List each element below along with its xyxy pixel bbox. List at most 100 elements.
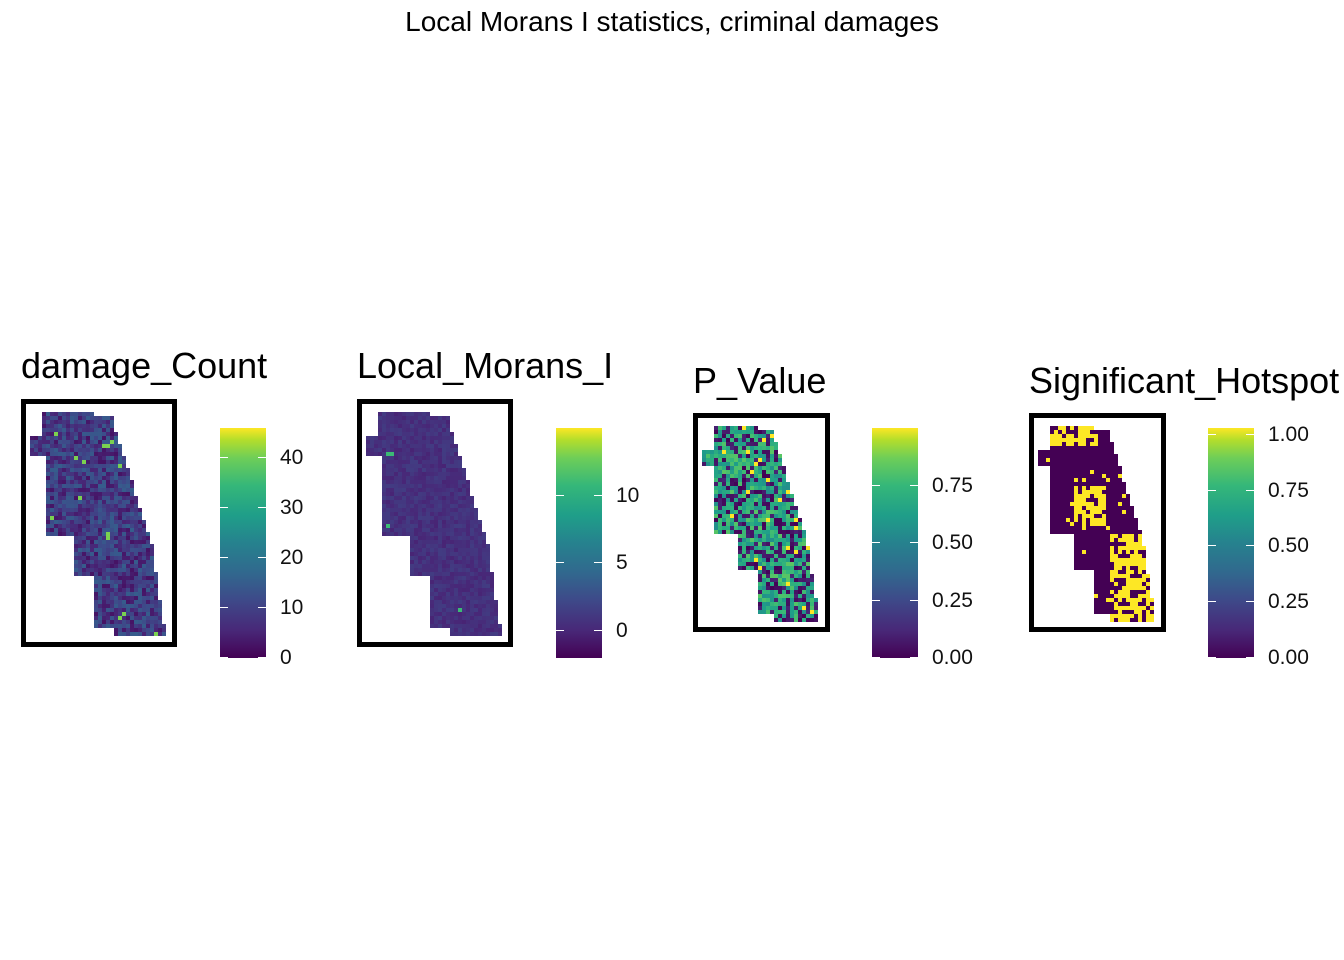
map-cell	[1086, 426, 1090, 430]
map-cell	[426, 428, 430, 432]
map-cell	[474, 516, 478, 520]
map-cell	[794, 618, 798, 622]
map-cell	[1074, 522, 1078, 526]
map-cell	[110, 540, 114, 544]
map-cell	[430, 512, 434, 516]
map-cell	[442, 584, 446, 588]
map-cell	[422, 420, 426, 424]
map-cell	[94, 548, 98, 552]
map-cell	[1118, 590, 1122, 594]
map-cell	[802, 598, 806, 602]
map-cell	[1094, 550, 1098, 554]
map-cell	[442, 436, 446, 440]
map-cell	[790, 522, 794, 526]
map-cell	[738, 498, 742, 502]
map-cell	[1122, 518, 1126, 522]
map-cell	[458, 580, 462, 584]
map-cell	[386, 512, 390, 516]
map-cell	[1138, 570, 1142, 574]
map-cell	[774, 506, 778, 510]
map-cell	[118, 556, 122, 560]
map-cell	[82, 512, 86, 516]
map-cell	[130, 500, 134, 504]
map-cell	[454, 528, 458, 532]
map-cell	[466, 564, 470, 568]
map-cell	[94, 604, 98, 608]
map-cell	[1078, 526, 1082, 530]
map-cell	[1086, 502, 1090, 506]
map-cell	[750, 518, 754, 522]
map-cell	[782, 558, 786, 562]
map-cell	[742, 514, 746, 518]
map-cell	[1118, 594, 1122, 598]
map-cell	[446, 620, 450, 624]
map-cell	[1062, 430, 1066, 434]
map-cell	[1110, 486, 1114, 490]
map-cell	[450, 500, 454, 504]
map-cell	[706, 450, 710, 454]
map-cell	[750, 534, 754, 538]
map-cell	[790, 530, 794, 534]
map-cell	[142, 596, 146, 600]
map-cell	[406, 420, 410, 424]
map-cell	[434, 432, 438, 436]
map-cell	[1114, 542, 1118, 546]
map-cell	[86, 508, 90, 512]
legend-tick-label: 0	[280, 646, 292, 669]
map-cell	[778, 474, 782, 478]
map-cell	[1070, 442, 1074, 446]
map-cell	[1086, 478, 1090, 482]
map-cell	[726, 474, 730, 478]
map-cell	[418, 524, 422, 528]
map-cell	[122, 532, 126, 536]
map-cell	[1134, 558, 1138, 562]
map-cell	[470, 596, 474, 600]
map-cell	[450, 508, 454, 512]
map-cell	[722, 458, 726, 462]
map-cell	[466, 580, 470, 584]
map-cell	[382, 512, 386, 516]
legend-tick-label: 10	[616, 483, 640, 507]
map-cell	[414, 476, 418, 480]
map-cell	[718, 454, 722, 458]
map-cell	[394, 444, 398, 448]
map-cell	[714, 530, 718, 534]
map-cell	[770, 542, 774, 546]
map-cell	[1134, 598, 1138, 602]
map-cell	[470, 504, 474, 508]
map-cell	[422, 476, 426, 480]
map-cell	[762, 566, 766, 570]
map-cell	[378, 452, 382, 456]
map-cell	[718, 438, 722, 442]
map-cell	[486, 604, 490, 608]
map-cell	[1094, 458, 1098, 462]
map-cell	[1134, 534, 1138, 538]
map-cell	[430, 532, 434, 536]
map-cell	[1086, 442, 1090, 446]
map-cell	[1046, 458, 1050, 462]
map-cell	[1098, 486, 1102, 490]
map-cell	[758, 542, 762, 546]
map-cell	[110, 492, 114, 496]
map-cell	[746, 458, 750, 462]
map-cell	[446, 540, 450, 544]
map-cell	[758, 530, 762, 534]
map-cell	[1106, 506, 1110, 510]
map-cell	[1050, 458, 1054, 462]
map-cell	[782, 618, 786, 622]
map-cell	[410, 516, 414, 520]
map-cell	[1110, 530, 1114, 534]
map-cell	[114, 492, 118, 496]
map-cell	[1066, 470, 1070, 474]
map-cell	[1118, 582, 1122, 586]
map-cell	[738, 542, 742, 546]
map-cell	[798, 570, 802, 574]
map-cell	[154, 624, 158, 628]
map-cell	[102, 424, 106, 428]
map-cell	[1078, 462, 1082, 466]
map-cell	[106, 444, 110, 448]
map-cell	[454, 500, 458, 504]
map-cell	[1126, 546, 1130, 550]
map-cell	[106, 460, 110, 464]
map-cell	[1110, 542, 1114, 546]
